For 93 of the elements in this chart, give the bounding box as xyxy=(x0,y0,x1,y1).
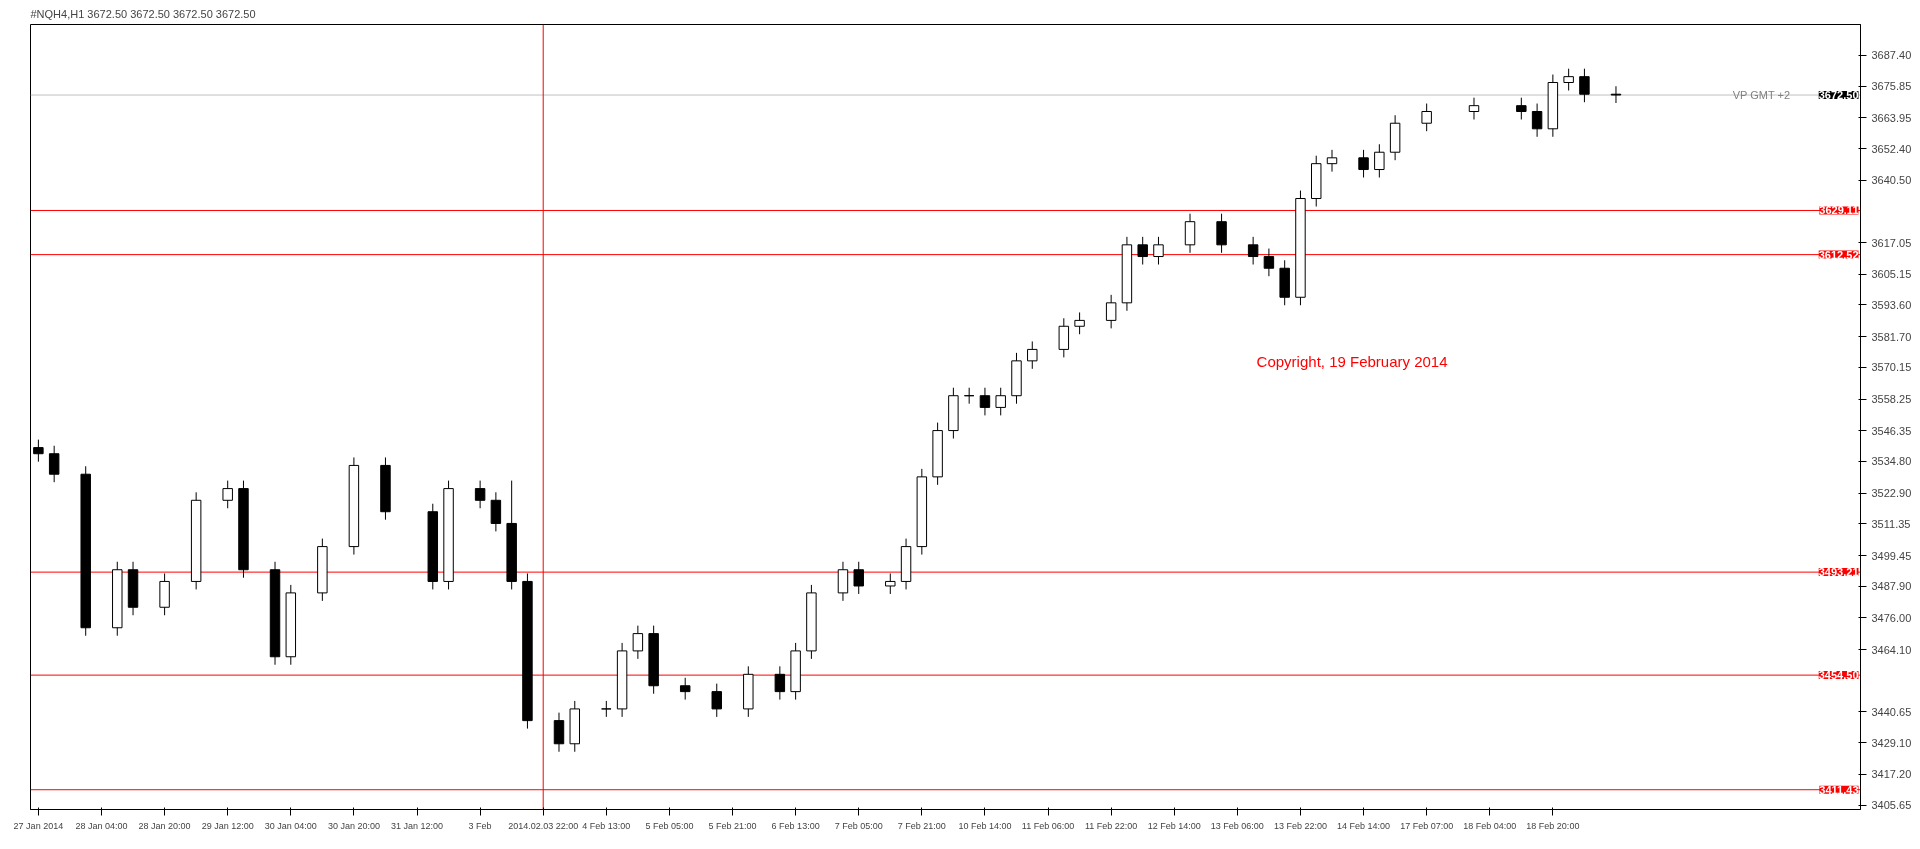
candlestick xyxy=(632,625,644,660)
candlestick xyxy=(1531,103,1543,138)
y-tick-label: 3652.40 xyxy=(1871,142,1912,155)
x-tick-label: 28 Jan 20:00 xyxy=(138,820,191,831)
annotation: VP GMT +2 xyxy=(1732,89,1791,102)
x-tick-label: 29 Jan 12:00 xyxy=(201,820,254,831)
x-tick-label: 13 Feb 22:00 xyxy=(1273,820,1327,831)
candlestick xyxy=(1216,213,1227,254)
ref-line-label: 3612.52 xyxy=(1818,248,1859,261)
candlestick xyxy=(963,387,975,405)
x-tick-label: 6 Feb 13:00 xyxy=(771,820,820,831)
y-tick-label: 3476.00 xyxy=(1871,611,1912,624)
candlestick xyxy=(1358,149,1369,179)
annotation: Copyright, 19 February 2014 xyxy=(1256,352,1448,370)
ref-line-label: 3672.50 xyxy=(1818,89,1859,102)
x-tick-label: 30 Jan 20:00 xyxy=(327,820,380,831)
y-tick-label: 3417.20 xyxy=(1871,768,1912,781)
candlestick xyxy=(853,561,864,595)
x-tick-label: 4 Feb 13:00 xyxy=(582,820,631,831)
candlestick xyxy=(679,677,691,701)
candlestick xyxy=(474,480,486,509)
y-tick-label: 3617.05 xyxy=(1871,236,1912,249)
candlestick xyxy=(1027,340,1038,370)
y-tick-label: 3522.90 xyxy=(1871,487,1912,500)
ref-line-label: 3629.11 xyxy=(1819,204,1859,217)
ref-line-label: 3411.43 xyxy=(1819,783,1859,796)
y-tick-label: 3570.15 xyxy=(1871,361,1912,374)
candlestick xyxy=(553,712,565,753)
candlestick xyxy=(1184,213,1196,254)
x-tick-label: 7 Feb 21:00 xyxy=(897,820,946,831)
candlestick xyxy=(995,387,1006,416)
candlestick xyxy=(1263,248,1275,277)
candlestick xyxy=(837,561,849,602)
candlestick xyxy=(1610,85,1622,104)
y-tick-label: 3663.95 xyxy=(1871,111,1912,124)
y-tick-label: 3534.80 xyxy=(1871,455,1912,468)
candlestick xyxy=(33,439,44,463)
x-tick-label: 18 Feb 04:00 xyxy=(1463,820,1517,831)
x-tick-label: 5 Feb 21:00 xyxy=(708,820,757,831)
y-tick-label: 3605.15 xyxy=(1871,268,1912,281)
x-tick-label: 11 Feb 22:00 xyxy=(1084,820,1138,831)
candlestick xyxy=(490,491,502,532)
y-tick-label: 3511.35 xyxy=(1871,517,1911,530)
candlestick xyxy=(1516,97,1527,120)
x-tick-label: 18 Feb 20:00 xyxy=(1526,820,1580,831)
x-tick-label: 27 Jan 2014 xyxy=(13,820,64,831)
x-tick-label: 7 Feb 05:00 xyxy=(834,820,883,831)
candlestick xyxy=(1105,294,1117,329)
ref-line-label: 3493.21 xyxy=(1818,566,1859,579)
y-tick-label: 3581.70 xyxy=(1871,330,1912,343)
candlestick xyxy=(1468,97,1480,120)
y-tick-label: 3440.65 xyxy=(1871,705,1912,718)
candlestick xyxy=(774,665,786,701)
candlestick xyxy=(1247,236,1259,266)
candlestick xyxy=(1326,149,1338,173)
y-tick-label: 3640.50 xyxy=(1871,174,1912,187)
candlestick xyxy=(1153,236,1164,266)
candlestick xyxy=(1374,143,1385,179)
x-tick-label: 13 Feb 06:00 xyxy=(1210,820,1264,831)
candlestick xyxy=(1579,68,1590,103)
x-tick-label: 5 Feb 05:00 xyxy=(645,820,694,831)
y-tick-label: 3558.25 xyxy=(1871,393,1912,406)
x-tick-label: 12 Feb 14:00 xyxy=(1147,820,1201,831)
x-tick-label: 10 Feb 14:00 xyxy=(958,820,1012,831)
candlestick xyxy=(1563,68,1574,91)
x-tick-label: 2014.02.03 22:00 xyxy=(508,820,579,831)
x-tick-label: 11 Feb 06:00 xyxy=(1021,820,1075,831)
candlestick xyxy=(48,445,60,483)
candlestick xyxy=(1058,317,1070,358)
candlestick xyxy=(1074,311,1085,335)
x-tick-label: 17 Feb 07:00 xyxy=(1400,820,1454,831)
y-tick-label: 3499.45 xyxy=(1871,549,1912,562)
x-tick-label: 3 Feb xyxy=(468,820,492,831)
candlestick xyxy=(885,572,896,595)
candlestick xyxy=(1421,103,1432,132)
y-tick-label: 3464.10 xyxy=(1871,643,1912,656)
x-tick-label: 14 Feb 14:00 xyxy=(1337,820,1391,831)
y-tick-label: 3546.35 xyxy=(1871,424,1912,437)
y-tick-label: 3429.10 xyxy=(1871,736,1912,749)
candlestick xyxy=(711,683,722,718)
ref-line-label: 3454.50 xyxy=(1818,669,1859,682)
y-tick-label: 3675.85 xyxy=(1871,80,1912,93)
x-tick-label: 31 Jan 12:00 xyxy=(390,820,444,831)
candlestick xyxy=(1137,236,1148,266)
chart-title: #NQH4,H1 3672.50 3672.50 3672.50 3672.50 xyxy=(30,7,256,20)
x-tick-label: 28 Jan 04:00 xyxy=(75,820,128,831)
x-tick-label: 30 Jan 04:00 xyxy=(264,820,317,831)
y-tick-label: 3593.60 xyxy=(1871,298,1912,311)
candlestick xyxy=(222,480,233,509)
y-tick-label: 3487.90 xyxy=(1871,580,1912,593)
y-tick-label: 3405.65 xyxy=(1871,799,1912,812)
y-tick-label: 3687.40 xyxy=(1871,49,1912,62)
candlestick xyxy=(979,387,991,416)
